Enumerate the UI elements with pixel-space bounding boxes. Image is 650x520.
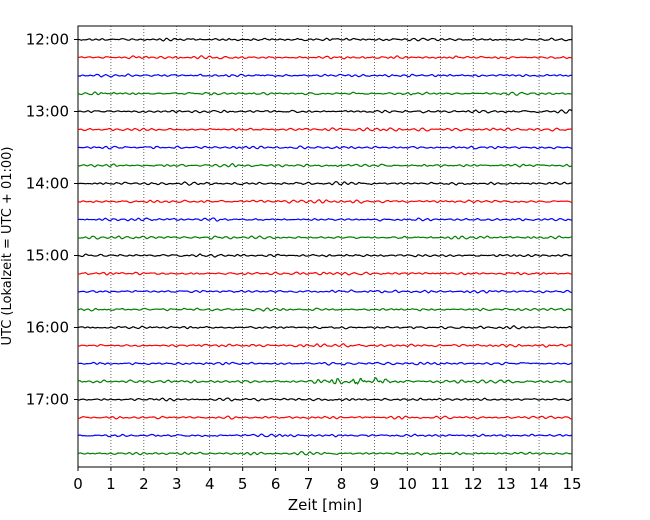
trace-line	[77, 376, 573, 385]
x-tick-label: 1	[106, 475, 116, 493]
trace-line	[77, 37, 573, 42]
x-tick-label: 7	[304, 475, 314, 493]
trace-line	[77, 343, 573, 348]
trace-line	[77, 253, 573, 258]
y-tick-label: 13:00	[26, 103, 69, 121]
x-tick-label: 11	[431, 475, 450, 493]
x-tick-label: 15	[562, 475, 581, 493]
y-tick-label: 14:00	[26, 175, 69, 193]
trace-line	[77, 289, 573, 294]
trace-line	[77, 451, 573, 456]
x-tick-label: 14	[530, 475, 549, 493]
y-axis-label: UTC (Lokalzeit = UTC + 01:00)	[0, 147, 15, 346]
x-tick-label: 12	[464, 475, 483, 493]
trace-line	[77, 271, 573, 276]
y-tick-label: 17:00	[26, 391, 69, 409]
trace-line	[77, 397, 573, 402]
trace-line	[77, 307, 573, 312]
trace-line	[77, 361, 573, 366]
y-tick-label: 15:00	[26, 247, 69, 265]
x-axis-label: Zeit [min]	[288, 496, 362, 514]
trace-line	[77, 433, 573, 438]
x-axis-ticks: 0 1 2 3 4 5 6 7 8 9 10 11 12 13 14 15	[73, 467, 582, 493]
trace-line	[77, 199, 573, 204]
trace-line	[77, 145, 573, 150]
trace-line	[77, 127, 573, 132]
x-tick-label: 5	[238, 475, 248, 493]
x-tick-label: 9	[370, 475, 380, 493]
y-tick-label: 16:00	[26, 319, 69, 337]
trace-line	[77, 91, 573, 96]
y-tick-label: 12:00	[26, 31, 69, 49]
x-tick-label: 2	[139, 475, 149, 493]
plot-frame	[77, 25, 573, 468]
trace-line	[77, 235, 573, 240]
trace-line	[77, 73, 573, 78]
x-tick-label: 0	[73, 475, 83, 493]
trace-line	[77, 325, 573, 330]
x-tick-label: 10	[398, 475, 417, 493]
trace-group	[77, 37, 573, 456]
trace-line	[77, 55, 573, 60]
x-tick-label: 3	[172, 475, 182, 493]
x-tick-label: 6	[271, 475, 281, 493]
x-tick-label: 4	[205, 475, 215, 493]
x-tick-label: 8	[337, 475, 347, 493]
y-axis-ticks: 12:00 13:00 14:00 15:00 16:00 17:00	[26, 31, 78, 409]
trace-line	[77, 415, 573, 420]
trace-line	[77, 162, 573, 168]
trace-line	[78, 217, 573, 222]
trace-line	[77, 109, 573, 114]
trace-line	[77, 181, 573, 186]
x-tick-label: 13	[497, 475, 516, 493]
